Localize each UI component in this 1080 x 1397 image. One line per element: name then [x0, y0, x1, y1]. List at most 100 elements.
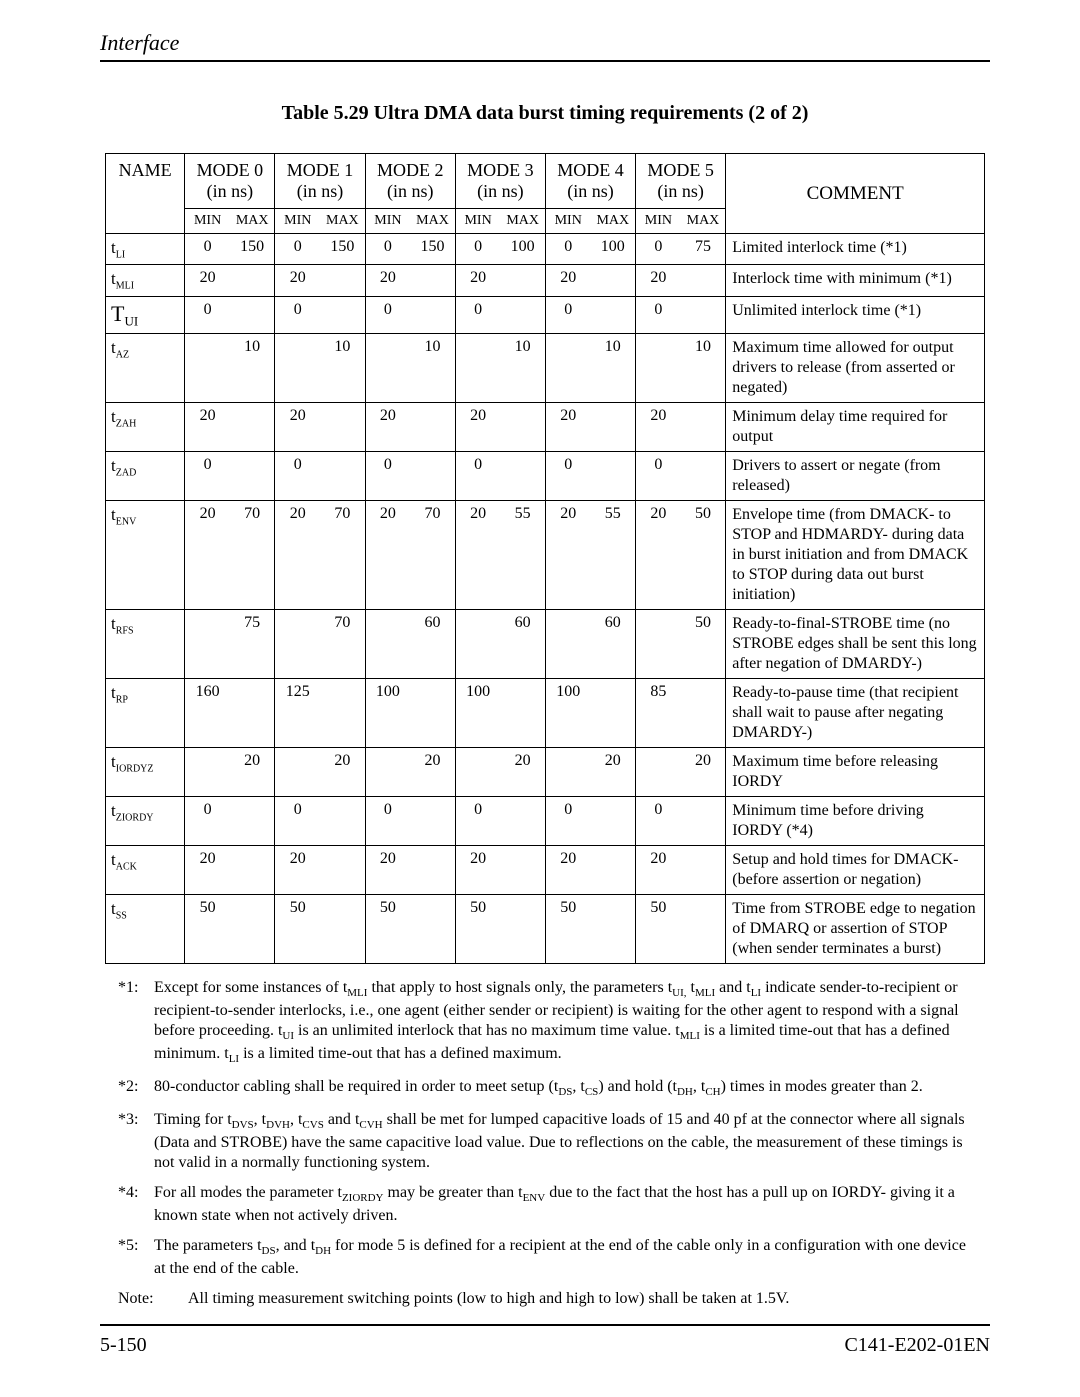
fn-marker: *3:: [118, 1110, 154, 1173]
cell-max: [500, 679, 545, 748]
cell-min: 50: [636, 895, 681, 964]
cell-min: [185, 748, 230, 797]
cell-max: [681, 452, 726, 501]
col-mode0: MODE 0(in ns): [185, 154, 275, 209]
table-row: tAZ101010101010Maximum time allowed for …: [106, 334, 985, 403]
cell-max: [230, 265, 275, 296]
cell-min: 0: [185, 234, 230, 265]
col-mode5: MODE 5(in ns): [636, 154, 726, 209]
param-name: tACK: [106, 846, 185, 895]
cell-max: [320, 797, 365, 846]
table-row: tLI01500150015001000100075Limited interl…: [106, 234, 985, 265]
cell-max: [230, 296, 275, 333]
cell-min: 50: [275, 895, 320, 964]
cell-min: 0: [636, 797, 681, 846]
cell-min: 20: [275, 403, 320, 452]
param-name: tSS: [106, 895, 185, 964]
cell-min: [185, 610, 230, 679]
param-name: tLI: [106, 234, 185, 265]
table-row: tIORDYZ202020202020Maximum time before r…: [106, 748, 985, 797]
cell-max: 10: [591, 334, 636, 403]
cell-min: 0: [455, 797, 500, 846]
col-mode4: MODE 4(in ns): [545, 154, 635, 209]
table-row: tSS505050505050Time from STROBE edge to …: [106, 895, 985, 964]
col-mode3: MODE 3(in ns): [455, 154, 545, 209]
cell-comment: Ready-to-pause time (that recipient shal…: [726, 679, 985, 748]
cell-max: [320, 846, 365, 895]
cell-max: 60: [410, 610, 455, 679]
cell-min: 0: [455, 452, 500, 501]
cell-min: 0: [275, 452, 320, 501]
cell-max: 70: [410, 501, 455, 610]
cell-min: 0: [545, 797, 590, 846]
cell-min: 20: [636, 846, 681, 895]
col-mode2: MODE 2(in ns): [365, 154, 455, 209]
cell-max: [500, 452, 545, 501]
cell-max: 150: [230, 234, 275, 265]
section-title: Interface: [100, 30, 179, 55]
cell-min: [455, 610, 500, 679]
cell-comment: Minimum time before driving IORDY (*4): [726, 797, 985, 846]
cell-min: 85: [636, 679, 681, 748]
cell-max: [500, 265, 545, 296]
cell-min: 0: [636, 296, 681, 333]
cell-max: [410, 679, 455, 748]
cell-max: [230, 846, 275, 895]
cell-max: 75: [681, 234, 726, 265]
page-header: Interface: [100, 30, 990, 62]
cell-max: [410, 797, 455, 846]
cell-min: 20: [275, 265, 320, 296]
cell-max: 150: [320, 234, 365, 265]
cell-min: 0: [365, 452, 410, 501]
cell-max: [500, 895, 545, 964]
fn-marker: *5:: [118, 1236, 154, 1279]
param-name: tIORDYZ: [106, 748, 185, 797]
cell-min: 20: [365, 501, 410, 610]
cell-max: [591, 895, 636, 964]
cell-min: 50: [365, 895, 410, 964]
cell-max: 150: [410, 234, 455, 265]
cell-min: [365, 610, 410, 679]
cell-comment: Drivers to assert or negate (from releas…: [726, 452, 985, 501]
cell-min: 100: [455, 679, 500, 748]
cell-comment: Unlimited interlock time (*1): [726, 296, 985, 333]
param-name: tZAD: [106, 452, 185, 501]
cell-max: [591, 846, 636, 895]
fn-marker: *2:: [118, 1077, 154, 1100]
cell-max: 10: [410, 334, 455, 403]
cell-min: 125: [275, 679, 320, 748]
col-comment: COMMENT: [726, 154, 985, 234]
cell-max: 20: [500, 748, 545, 797]
cell-min: [275, 334, 320, 403]
param-name: tRFS: [106, 610, 185, 679]
fn-text: For all modes the parameter tZIORDY may …: [154, 1183, 972, 1226]
table-row: tACK202020202020Setup and hold times for…: [106, 846, 985, 895]
page-footer: 5-150 C141-E202-01EN: [100, 1324, 990, 1357]
cell-max: 10: [500, 334, 545, 403]
cell-comment: Ready-to-final-STROBE time (no STROBE ed…: [726, 610, 985, 679]
cell-max: [410, 296, 455, 333]
cell-max: 100: [591, 234, 636, 265]
cell-min: [545, 610, 590, 679]
cell-min: 20: [636, 403, 681, 452]
cell-max: 10: [681, 334, 726, 403]
fn-marker: *1:: [118, 978, 154, 1067]
cell-max: [500, 846, 545, 895]
cell-max: 20: [230, 748, 275, 797]
cell-max: [320, 265, 365, 296]
param-name: tENV: [106, 501, 185, 610]
cell-min: 0: [275, 234, 320, 265]
cell-max: [681, 296, 726, 333]
cell-max: [410, 846, 455, 895]
cell-min: 0: [365, 234, 410, 265]
table-row: tRP16012510010010085Ready-to-pause time …: [106, 679, 985, 748]
cell-min: 0: [545, 296, 590, 333]
cell-max: [681, 403, 726, 452]
cell-min: 20: [455, 265, 500, 296]
table-row: tENV207020702070205520552050Envelope tim…: [106, 501, 985, 610]
cell-min: 20: [185, 846, 230, 895]
table-caption: Table 5.29 Ultra DMA data burst timing r…: [100, 102, 990, 125]
cell-max: [591, 403, 636, 452]
cell-max: [681, 895, 726, 964]
cell-min: 20: [636, 265, 681, 296]
